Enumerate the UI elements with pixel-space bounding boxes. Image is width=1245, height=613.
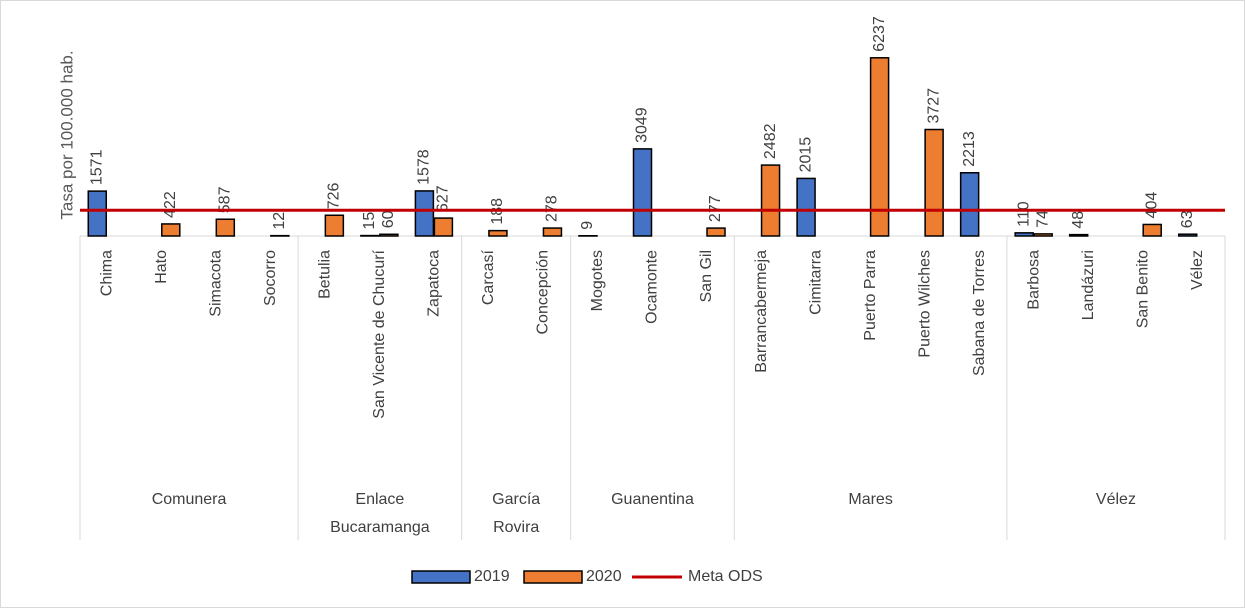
group-label: Guanentina	[583, 486, 723, 514]
data-label: 3049	[634, 107, 651, 143]
bar	[925, 130, 943, 236]
bar	[961, 173, 979, 236]
y-axis-title: Tasa por 100.000 hab.	[57, 50, 76, 219]
data-label: 1571	[88, 149, 105, 185]
data-label: 12	[271, 212, 288, 230]
data-label: 63	[1179, 210, 1196, 228]
x-tick-label: Socorro	[262, 250, 279, 306]
group-label-box: Mares	[746, 486, 995, 546]
group-label: Vélez	[1019, 486, 1213, 514]
data-label: 1578	[416, 149, 433, 185]
x-tick-label: Barbosa	[1025, 250, 1042, 310]
group-label: Enlace Bucaramanga	[310, 486, 450, 542]
data-label: 3727	[925, 88, 942, 124]
data-label: 2213	[961, 131, 978, 167]
bar	[88, 191, 106, 236]
x-tick-label: Puerto Wilches	[916, 250, 933, 358]
bar	[762, 165, 780, 236]
bar	[434, 218, 452, 236]
bar	[1070, 235, 1088, 236]
bar	[1015, 233, 1033, 236]
legend-swatch	[412, 571, 470, 583]
group-label-box: Comunera	[92, 486, 286, 546]
legend-label: 2020	[586, 568, 622, 585]
x-tick-label: Mogotes	[589, 250, 606, 311]
data-label: 2015	[797, 137, 814, 173]
x-tick-label: Carcasí	[480, 249, 497, 305]
bar	[380, 234, 398, 236]
data-label: 404	[1143, 192, 1160, 219]
x-tick-label: Simacota	[208, 250, 225, 317]
data-label: 726	[326, 182, 343, 209]
bar	[325, 215, 343, 236]
x-tick-label: Ocamonte	[644, 250, 661, 324]
group-label-box: Vélez	[1019, 486, 1213, 546]
bar	[216, 219, 234, 236]
bar	[634, 149, 652, 236]
x-tick-label: Hato	[153, 250, 170, 284]
data-label: 627	[435, 185, 452, 212]
legend-swatch	[524, 571, 582, 583]
bar	[1034, 234, 1052, 236]
bar	[489, 231, 507, 236]
group-label: García Rovira	[474, 486, 559, 542]
data-label: 74	[1034, 210, 1051, 228]
group-label-box: Guanentina	[583, 486, 723, 546]
bar	[1179, 234, 1197, 236]
group-label: Mares	[746, 486, 995, 514]
data-label: 15	[361, 212, 378, 230]
data-label: 277	[707, 195, 724, 222]
x-tick-label: San Gil	[698, 250, 715, 302]
x-tick-label: Puerto Parra	[862, 250, 879, 341]
bar	[1143, 224, 1161, 236]
x-tick-label: Cimitarra	[807, 250, 824, 315]
bar	[797, 178, 815, 236]
data-label: 9	[579, 221, 596, 230]
group-label-box: García Rovira	[474, 486, 559, 546]
bar	[707, 228, 725, 236]
data-label: 6237	[871, 16, 888, 52]
group-label: Comunera	[92, 486, 286, 514]
x-tick-label: San Benito	[1134, 250, 1151, 328]
x-tick-label: Concepción	[535, 250, 552, 335]
x-tick-label: Barrancabermeja	[753, 250, 770, 373]
x-tick-label: Vélez	[1189, 250, 1206, 290]
x-tick-label: Chima	[98, 250, 115, 296]
data-label: 110	[1015, 201, 1032, 227]
x-tick-label: Zapatoca	[426, 250, 443, 317]
data-label: 422	[162, 191, 179, 218]
bar	[543, 228, 561, 236]
x-tick-label: San Vicente de Chucurí	[371, 249, 388, 418]
data-label: 2482	[762, 123, 779, 159]
legend-label: 2019	[474, 568, 510, 585]
data-label: 60	[380, 210, 397, 228]
x-tick-label: Landázuri	[1080, 250, 1097, 320]
bar	[162, 224, 180, 236]
legend-label: Meta ODS	[688, 568, 763, 585]
x-tick-label: Sabana de Torres	[971, 250, 988, 376]
group-label-box: Enlace Bucaramanga	[310, 486, 450, 546]
data-label: 278	[544, 195, 561, 222]
data-label: 48	[1070, 211, 1087, 229]
x-tick-label: Betulia	[317, 250, 334, 299]
bar	[415, 191, 433, 236]
